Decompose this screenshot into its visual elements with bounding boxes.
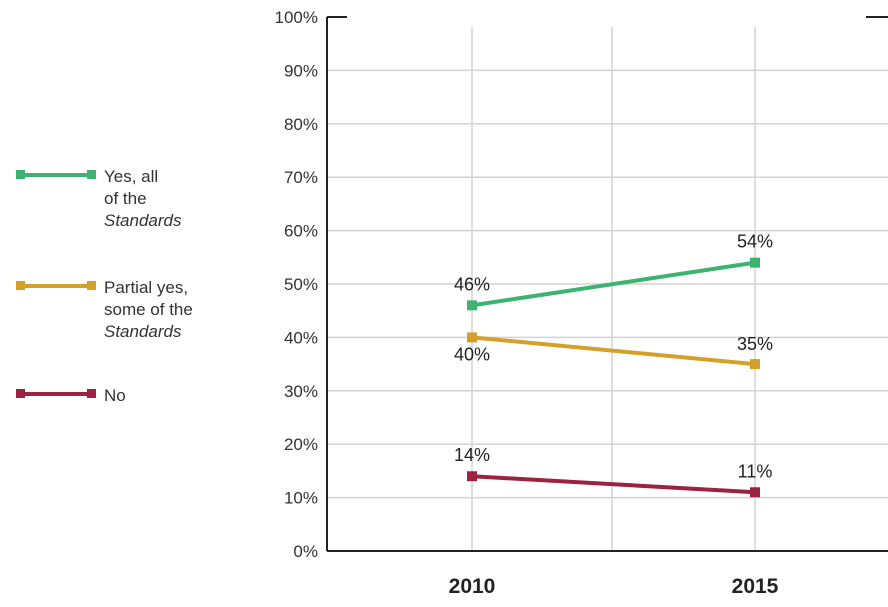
data-label: 40%: [454, 344, 490, 364]
y-tick-label: 40%: [284, 328, 318, 347]
legend-swatch-no: [16, 385, 96, 403]
y-tick-label: 0%: [293, 542, 318, 561]
y-tick-label: 10%: [284, 489, 318, 508]
data-label: 54%: [737, 232, 773, 252]
y-tick-label: 50%: [284, 275, 318, 294]
data-point: [467, 332, 477, 343]
y-tick-label: 30%: [284, 382, 318, 401]
y-tick-label: 100%: [275, 8, 318, 27]
y-tick-label: 60%: [284, 222, 318, 241]
x-tick-label: 2015: [732, 575, 779, 598]
legend-label-yes-all: Yes, all of the Standards: [104, 167, 182, 230]
y-tick-label: 90%: [284, 61, 318, 80]
x-tick-label: 2010: [449, 575, 496, 598]
y-tick-label: 20%: [284, 435, 318, 454]
legend-swatch-partial-yes: [16, 277, 96, 295]
data-point: [750, 257, 760, 268]
data-point: [467, 471, 477, 482]
legend-label-no: No: [104, 386, 126, 405]
series-line: [471, 260, 756, 308]
series-line: [471, 474, 756, 495]
legend-label-partial-yes: Partial yes, some of the Standards: [104, 278, 193, 341]
data-label: 14%: [454, 445, 490, 465]
legend-swatch-yes-all: [16, 166, 96, 184]
data-point: [467, 300, 477, 311]
data-label: 46%: [454, 274, 490, 294]
y-tick-label: 80%: [284, 115, 318, 134]
data-label: 35%: [737, 334, 773, 354]
data-point: [750, 487, 760, 498]
data-label: 11%: [738, 461, 773, 481]
legend: Yes, all of the Standards Partial yes, s…: [0, 0, 250, 607]
series-line: [471, 335, 756, 367]
data-point: [750, 359, 760, 370]
y-tick-label: 70%: [284, 168, 318, 187]
